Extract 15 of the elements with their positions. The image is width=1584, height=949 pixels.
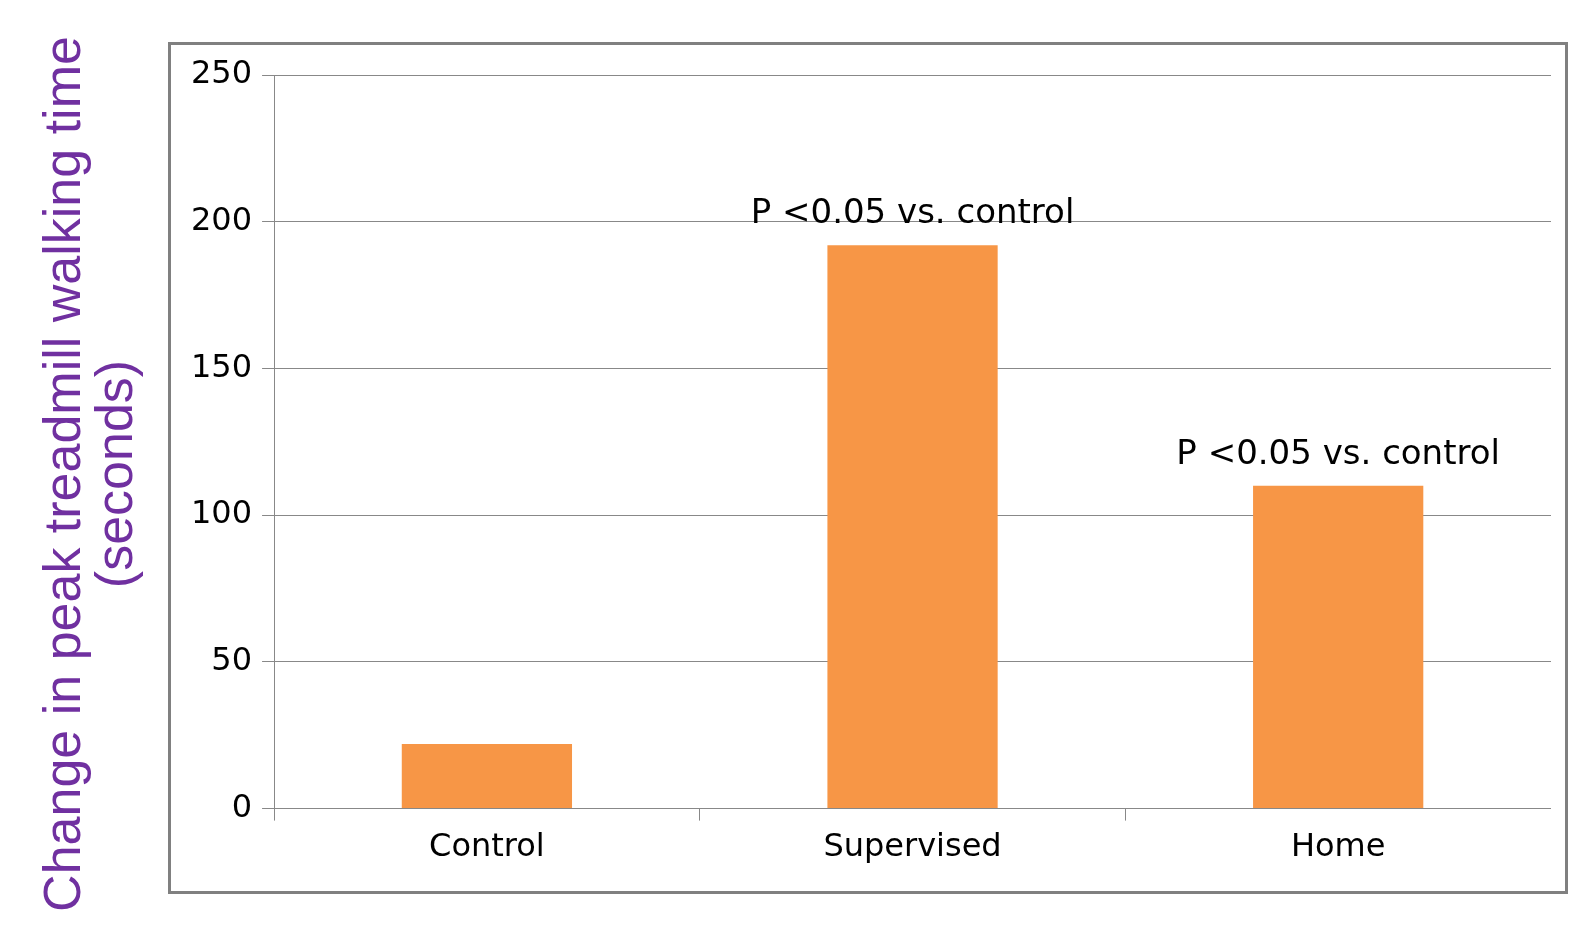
bar <box>1253 485 1424 809</box>
y-axis-title: Change in peak treadmill walking time (seconds) <box>33 35 143 914</box>
y-tick-label: 250 <box>191 53 253 92</box>
y-tick-label: 150 <box>191 346 253 385</box>
annotation: P <0.05 vs. control <box>1176 431 1500 472</box>
x-tick-label: Control <box>429 826 545 865</box>
bar <box>827 245 998 809</box>
bar <box>401 744 573 809</box>
annotation: P <0.05 vs. control <box>750 191 1075 232</box>
x-tick-label: Supervised <box>823 826 1002 865</box>
y-tick-label: 200 <box>191 200 253 239</box>
x-tick-label: Home <box>1290 826 1386 865</box>
y-tick-label: 100 <box>191 493 253 532</box>
y-tick-label: 0 <box>231 786 253 825</box>
y-tick-label: 50 <box>211 640 253 679</box>
